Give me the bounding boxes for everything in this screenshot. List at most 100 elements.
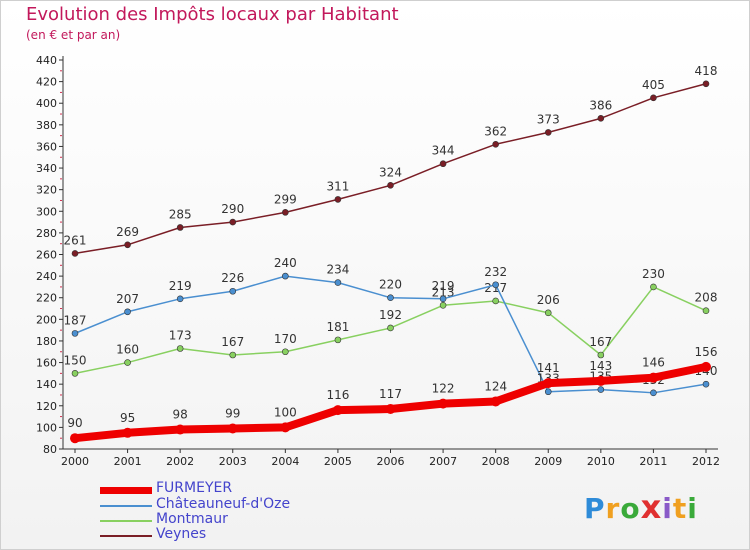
data-label: 90 [67,416,82,430]
data-point [701,361,711,372]
y-tick-label: 440 [36,54,57,67]
data-point [124,308,131,316]
y-tick-label: 400 [36,97,57,110]
series-ch-teauneuf-d-oze: 187207219226240234220219232133135132140 [64,256,717,397]
data-point [492,140,499,148]
logo-letter: x [640,488,663,526]
data-point [71,250,79,257]
data-point [650,283,657,291]
data-point [648,372,659,383]
data-label: 206 [537,293,560,307]
proxiti-logo: Proxiti [584,488,698,526]
chart-subtitle: (en € et par an) [26,28,121,42]
data-point [282,209,289,216]
data-point [544,388,552,396]
data-point [385,404,396,415]
x-tick-label: 2002 [166,455,194,468]
x-tick-label: 2005 [324,455,352,468]
data-label: 311 [326,179,349,193]
data-point [334,336,342,344]
data-label: 219 [169,279,192,293]
x-tick-label: 2010 [587,455,615,468]
data-label: 124 [484,379,507,393]
x-tick-label: 2006 [377,455,405,468]
x-tick-label: 2012 [692,455,720,468]
logo-letter: r [605,492,621,525]
data-point [175,424,186,435]
data-label: 150 [64,353,87,367]
data-point [387,182,394,189]
data-point [702,307,710,314]
data-label: 160 [116,343,139,357]
data-point [229,351,237,359]
legend-swatch [100,505,152,507]
series-line [71,362,710,443]
legend-label: Châteauneuf-d'Oze [156,496,291,512]
data-label: 99 [225,406,240,420]
data-point [387,324,394,332]
series-veynes: 261 269 285 290 299 311 324 344 362 373 386 405 418 [64,64,717,257]
logo-letter: t [672,492,688,525]
data-label: 167 [589,335,612,349]
x-tick-label: 2004 [271,455,299,468]
data-point [544,129,552,136]
data-point [176,224,184,231]
data-label: 181 [326,320,349,334]
y-tick-label: 240 [36,270,57,283]
y-tick-label: 100 [36,421,57,434]
data-point [439,295,447,303]
legend-label: FURMEYER [156,480,233,496]
data-label: 192 [379,308,402,322]
data-label: 98 [173,408,188,422]
data-label: 290 [221,202,244,216]
data-point [595,375,606,386]
data-label: 141 [537,361,560,375]
data-label: 226 [221,271,244,285]
x-tick-label: 2008 [482,455,510,468]
data-point [122,427,133,438]
data-label: 208 [695,291,718,305]
data-label: 234 [326,263,349,277]
legend-swatch [100,486,152,494]
data-point [71,330,79,337]
chart-plot-area: 261 269 285 290 299 311 324 344 362 373 386 405 418 1… [64,64,718,444]
data-label: 187 [64,313,87,327]
data-label: 285 [169,207,192,221]
data-point [492,297,499,305]
data-label: 220 [379,278,402,292]
logo-letter: o [620,492,641,525]
data-label: 207 [116,292,139,306]
y-tick-label: 80 [43,443,57,456]
data-point [176,345,184,352]
y-tick-label: 260 [36,249,57,262]
legend-label: Montmaur [156,511,228,527]
y-tick-label: 180 [36,335,57,348]
data-label: 386 [589,98,612,112]
data-label: 299 [274,192,297,206]
data-label: 213 [432,285,455,299]
series-furmeyer: 90 95 98 99 100 116 117 122 124 141 143 146 156 [67,345,718,444]
y-tick-label: 120 [36,400,57,413]
data-point [229,287,237,295]
data-point [280,422,291,433]
x-tick-label: 2001 [114,455,142,468]
data-point [176,295,184,303]
data-point [334,196,342,203]
x-tick-label: 2003 [219,455,247,468]
data-label: 240 [274,256,297,270]
chart-axes: 80 100 120 140 160 180 200 220 240 260 280 300 320 34… [36,54,720,468]
data-label: 156 [695,345,718,359]
data-label: 167 [221,335,244,349]
chart-title: Evolution des Impôts locaux par Habitant [26,4,399,25]
y-tick-label: 340 [36,162,57,175]
x-tick-label: 2009 [534,455,562,468]
y-tick-label: 200 [36,313,57,326]
data-point [702,80,710,88]
data-point [650,94,657,102]
x-tick-label: 2011 [639,455,667,468]
data-point [597,351,605,359]
data-label: 170 [274,332,297,346]
data-label: 261 [64,233,87,247]
data-label: 100 [274,405,297,419]
